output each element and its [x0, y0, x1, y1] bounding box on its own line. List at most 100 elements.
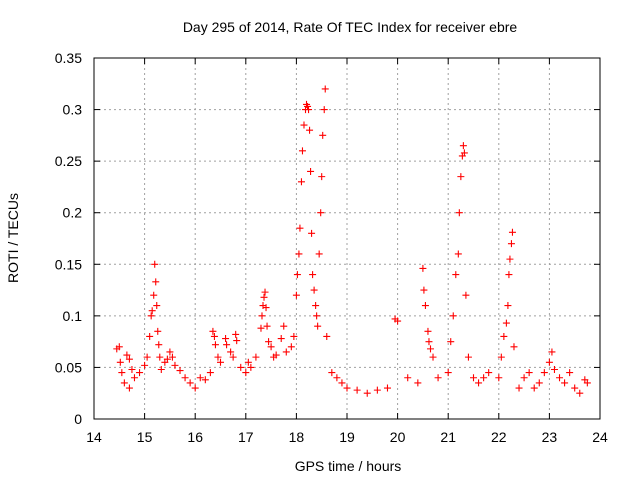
data-point — [214, 353, 222, 361]
data-point — [252, 353, 260, 361]
data-point — [115, 343, 123, 351]
data-point — [323, 332, 331, 340]
data-point — [480, 374, 488, 382]
data-point — [462, 291, 470, 299]
y-tick-label: 0.2 — [63, 205, 83, 221]
data-point — [449, 312, 457, 320]
x-tick-label: 15 — [137, 429, 153, 445]
data-point — [257, 324, 265, 332]
data-point — [244, 358, 252, 366]
data-point — [297, 178, 305, 186]
data-point — [426, 345, 434, 353]
data-point — [419, 264, 427, 272]
data-point — [152, 278, 160, 286]
data-point — [561, 379, 569, 387]
data-point — [328, 369, 336, 377]
data-point — [447, 338, 455, 346]
data-point — [502, 319, 510, 327]
data-point — [120, 379, 128, 387]
data-point — [210, 332, 218, 340]
data-point — [157, 365, 165, 373]
y-tick-label: 0.1 — [63, 308, 83, 324]
data-point — [151, 260, 159, 268]
data-point — [176, 367, 184, 375]
data-point — [530, 384, 538, 392]
data-point — [313, 312, 321, 320]
data-point — [321, 85, 329, 93]
data-point — [540, 369, 548, 377]
y-tick-label: 0.05 — [55, 359, 82, 375]
data-point — [237, 363, 245, 371]
data-point — [525, 369, 533, 377]
data-point — [520, 374, 528, 382]
data-point — [292, 291, 300, 299]
data-point — [154, 327, 162, 335]
data-point — [353, 386, 361, 394]
data-point — [116, 358, 124, 366]
data-point — [500, 332, 508, 340]
data-point — [421, 302, 429, 310]
data-point — [414, 379, 422, 387]
data-point — [566, 369, 574, 377]
data-point — [314, 322, 322, 330]
data-point — [123, 351, 131, 359]
data-point — [272, 351, 280, 359]
data-point — [460, 149, 468, 157]
data-point — [459, 142, 467, 150]
data-point — [261, 288, 269, 296]
data-point — [233, 337, 241, 345]
data-point — [232, 330, 240, 338]
data-point — [280, 322, 288, 330]
data-point — [287, 343, 295, 351]
data-point — [394, 317, 402, 325]
data-point — [452, 271, 460, 279]
data-point — [383, 384, 391, 392]
data-point — [318, 173, 326, 181]
data-point — [277, 335, 285, 343]
data-point — [265, 338, 273, 346]
data-point — [508, 228, 516, 236]
x-tick-label: 23 — [542, 429, 558, 445]
data-point — [556, 374, 564, 382]
data-point — [425, 338, 433, 346]
data-point — [222, 335, 230, 343]
data-point — [156, 353, 164, 361]
data-point — [171, 361, 179, 369]
data-point — [136, 369, 144, 377]
data-point — [298, 147, 306, 155]
y-tick-label: 0.15 — [55, 256, 82, 272]
data-point — [373, 386, 381, 394]
data-point — [209, 327, 217, 335]
data-point — [282, 348, 290, 356]
data-point — [454, 250, 462, 258]
data-point — [293, 271, 301, 279]
data-point — [464, 353, 472, 361]
data-point — [420, 286, 428, 294]
data-point — [515, 384, 523, 392]
data-point — [495, 374, 503, 382]
data-point — [263, 322, 271, 330]
data-point — [306, 126, 314, 134]
data-point — [227, 348, 235, 356]
data-point — [457, 173, 465, 181]
data-point — [455, 209, 463, 217]
data-point — [229, 353, 237, 361]
data-point — [315, 250, 323, 258]
x-tick-label: 21 — [440, 429, 456, 445]
x-tick-label: 19 — [339, 429, 355, 445]
data-point — [363, 389, 371, 397]
data-point — [211, 341, 219, 349]
data-point — [583, 379, 591, 387]
data-point — [247, 363, 255, 371]
data-point — [146, 332, 154, 340]
data-point — [267, 343, 275, 351]
x-axis-label: GPS time / hours — [295, 458, 402, 474]
data-point — [550, 365, 558, 373]
data-point — [217, 358, 224, 366]
data-point — [258, 312, 266, 320]
grid — [94, 58, 600, 419]
data-point — [497, 353, 505, 361]
x-tick-label: 22 — [491, 429, 507, 445]
x-tick-label: 24 — [592, 429, 608, 445]
